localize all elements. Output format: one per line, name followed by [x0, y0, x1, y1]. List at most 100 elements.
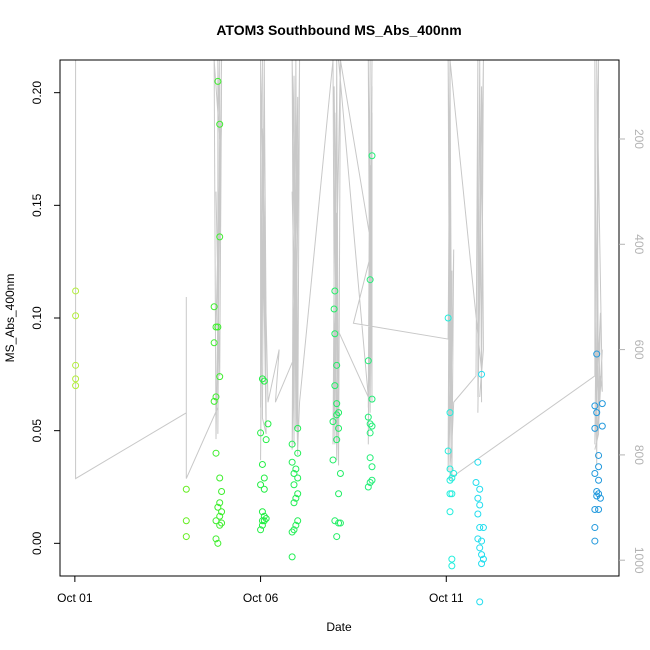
data-point	[595, 463, 603, 471]
data-point	[182, 533, 190, 541]
data-point	[216, 373, 224, 381]
data-point	[262, 436, 270, 444]
data-point	[448, 474, 456, 482]
data-point	[72, 361, 80, 369]
data-point	[333, 400, 341, 408]
data-point	[216, 474, 224, 482]
data-point	[366, 276, 374, 284]
data-point	[472, 478, 480, 486]
data-point	[598, 422, 606, 430]
data-point	[333, 361, 341, 369]
data-point	[476, 524, 484, 532]
y-tick-label: 0.05	[30, 419, 44, 443]
data-point	[448, 562, 456, 570]
data-point	[333, 533, 341, 541]
data-point	[333, 411, 341, 419]
data-point	[331, 382, 339, 390]
data-point	[479, 555, 487, 563]
data-point	[593, 350, 601, 358]
data-point	[290, 481, 298, 489]
y2-tick-label: 600	[632, 340, 646, 360]
data-point	[288, 458, 296, 466]
data-point	[210, 339, 218, 347]
data-point	[446, 508, 454, 516]
data-point	[476, 544, 484, 552]
data-point	[212, 393, 220, 401]
data-point	[591, 424, 599, 432]
data-point	[478, 551, 486, 559]
data-point	[364, 413, 372, 421]
data-point	[444, 314, 452, 322]
y-axis: 0.00 0.05 0.10 0.15 0.20	[30, 81, 60, 555]
data-point	[290, 526, 298, 534]
x-tick-label: Oct 11	[429, 591, 464, 605]
data-point	[290, 469, 298, 477]
data-point	[214, 539, 222, 547]
altitude-track-line	[75, 60, 603, 482]
data-point	[595, 506, 603, 514]
data-point	[214, 323, 222, 331]
data-point	[218, 488, 226, 495]
data-point	[591, 506, 599, 514]
data-point	[366, 420, 374, 428]
data-point	[216, 512, 224, 520]
data-point	[260, 377, 268, 385]
data-point	[335, 519, 343, 527]
data-point	[329, 418, 337, 426]
data-point	[294, 490, 302, 498]
y-tick-label: 0.20	[30, 81, 44, 105]
data-point	[260, 474, 268, 482]
data-point	[598, 400, 606, 408]
data-point	[288, 440, 296, 448]
data-point	[294, 424, 302, 432]
data-point	[335, 409, 343, 417]
data-point	[212, 323, 220, 331]
data-point	[366, 429, 374, 437]
data-point	[446, 465, 454, 473]
data-point	[336, 469, 344, 477]
data-point	[292, 521, 300, 529]
data-point	[444, 447, 452, 455]
y2-tick-label: 400	[632, 234, 646, 254]
data-point	[288, 553, 296, 561]
data-point	[331, 287, 339, 295]
data-point	[336, 519, 344, 527]
data-point	[596, 494, 604, 502]
x-axis-label: Date	[326, 620, 352, 634]
data-point	[258, 375, 266, 383]
data-point	[257, 429, 265, 437]
data-point	[258, 460, 266, 468]
data-point	[595, 490, 603, 498]
data-point	[591, 469, 599, 477]
data-point	[260, 517, 268, 525]
x-tick-label: Oct 06	[243, 591, 279, 605]
data-point	[446, 490, 454, 498]
data-point	[330, 305, 338, 313]
data-point	[595, 451, 603, 459]
data-point	[366, 454, 374, 462]
data-point	[262, 515, 270, 523]
data-point	[448, 490, 456, 498]
data-point	[218, 508, 226, 516]
data-point	[474, 458, 482, 466]
data-point	[290, 499, 298, 507]
data-point	[258, 508, 266, 516]
data-point	[182, 485, 190, 493]
data-point	[479, 524, 487, 532]
data-point	[258, 517, 266, 525]
data-point	[331, 330, 339, 338]
data-point	[257, 526, 265, 534]
y2-axis: 200 400 600 800 1000	[619, 129, 646, 574]
data-point	[212, 535, 220, 543]
data-point	[294, 449, 302, 457]
data-point	[476, 598, 484, 606]
data-point	[210, 397, 218, 405]
y-tick-label: 0.00	[30, 531, 44, 555]
data-point	[591, 524, 599, 532]
data-point	[591, 402, 599, 410]
data-point	[260, 512, 268, 520]
data-point	[212, 449, 220, 457]
y-axis-label: MS_Abs_400nm	[3, 274, 17, 363]
